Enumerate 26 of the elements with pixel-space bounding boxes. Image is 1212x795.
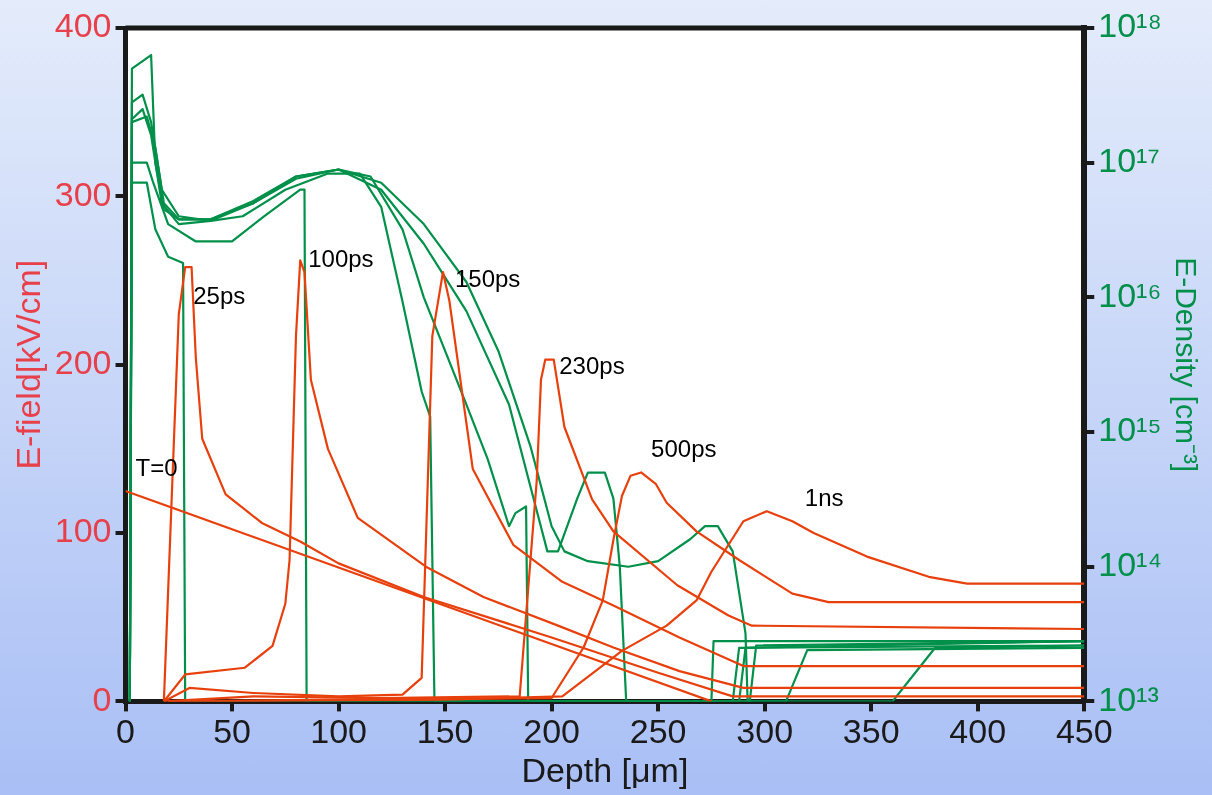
x-tick-label: 300	[736, 712, 794, 751]
x-axis-title: Depth [μm]	[521, 750, 689, 789]
y-tick-label: 400	[54, 6, 112, 45]
annotation: 500ps	[651, 435, 717, 463]
y-axis-title: E-field[kV/cm]	[8, 259, 47, 470]
y-tick-label: 300	[54, 174, 112, 213]
x-tick-label: 50	[213, 712, 251, 751]
y2-tick-label: 10¹⁵	[1098, 410, 1162, 449]
x-tick-label: 350	[842, 712, 900, 751]
y2-axis-title: E-Density [cm⁻³]	[1169, 257, 1203, 473]
annotation: 1ns	[804, 483, 844, 511]
y2-tick-label: 10¹⁴	[1098, 545, 1162, 584]
annotation: 100ps	[308, 244, 374, 272]
y-tick-label: 100	[54, 511, 112, 550]
x-tick-label: 250	[629, 712, 687, 751]
y2-tick-label: 10¹⁶	[1098, 275, 1162, 314]
x-tick-label: 200	[523, 712, 580, 751]
y-tick-label: 0	[92, 679, 112, 718]
x-tick-label: 100	[310, 712, 367, 751]
x-tick-label: 400	[949, 712, 1007, 751]
x-tick-label: 150	[416, 712, 474, 751]
y-tick-label: 200	[54, 343, 112, 382]
y2-tick-label: 10¹⁸	[1098, 6, 1162, 45]
annotation: 230ps	[559, 352, 625, 380]
y2-tick-label: 10¹⁷	[1098, 141, 1160, 180]
annotation: 25ps	[193, 281, 246, 309]
